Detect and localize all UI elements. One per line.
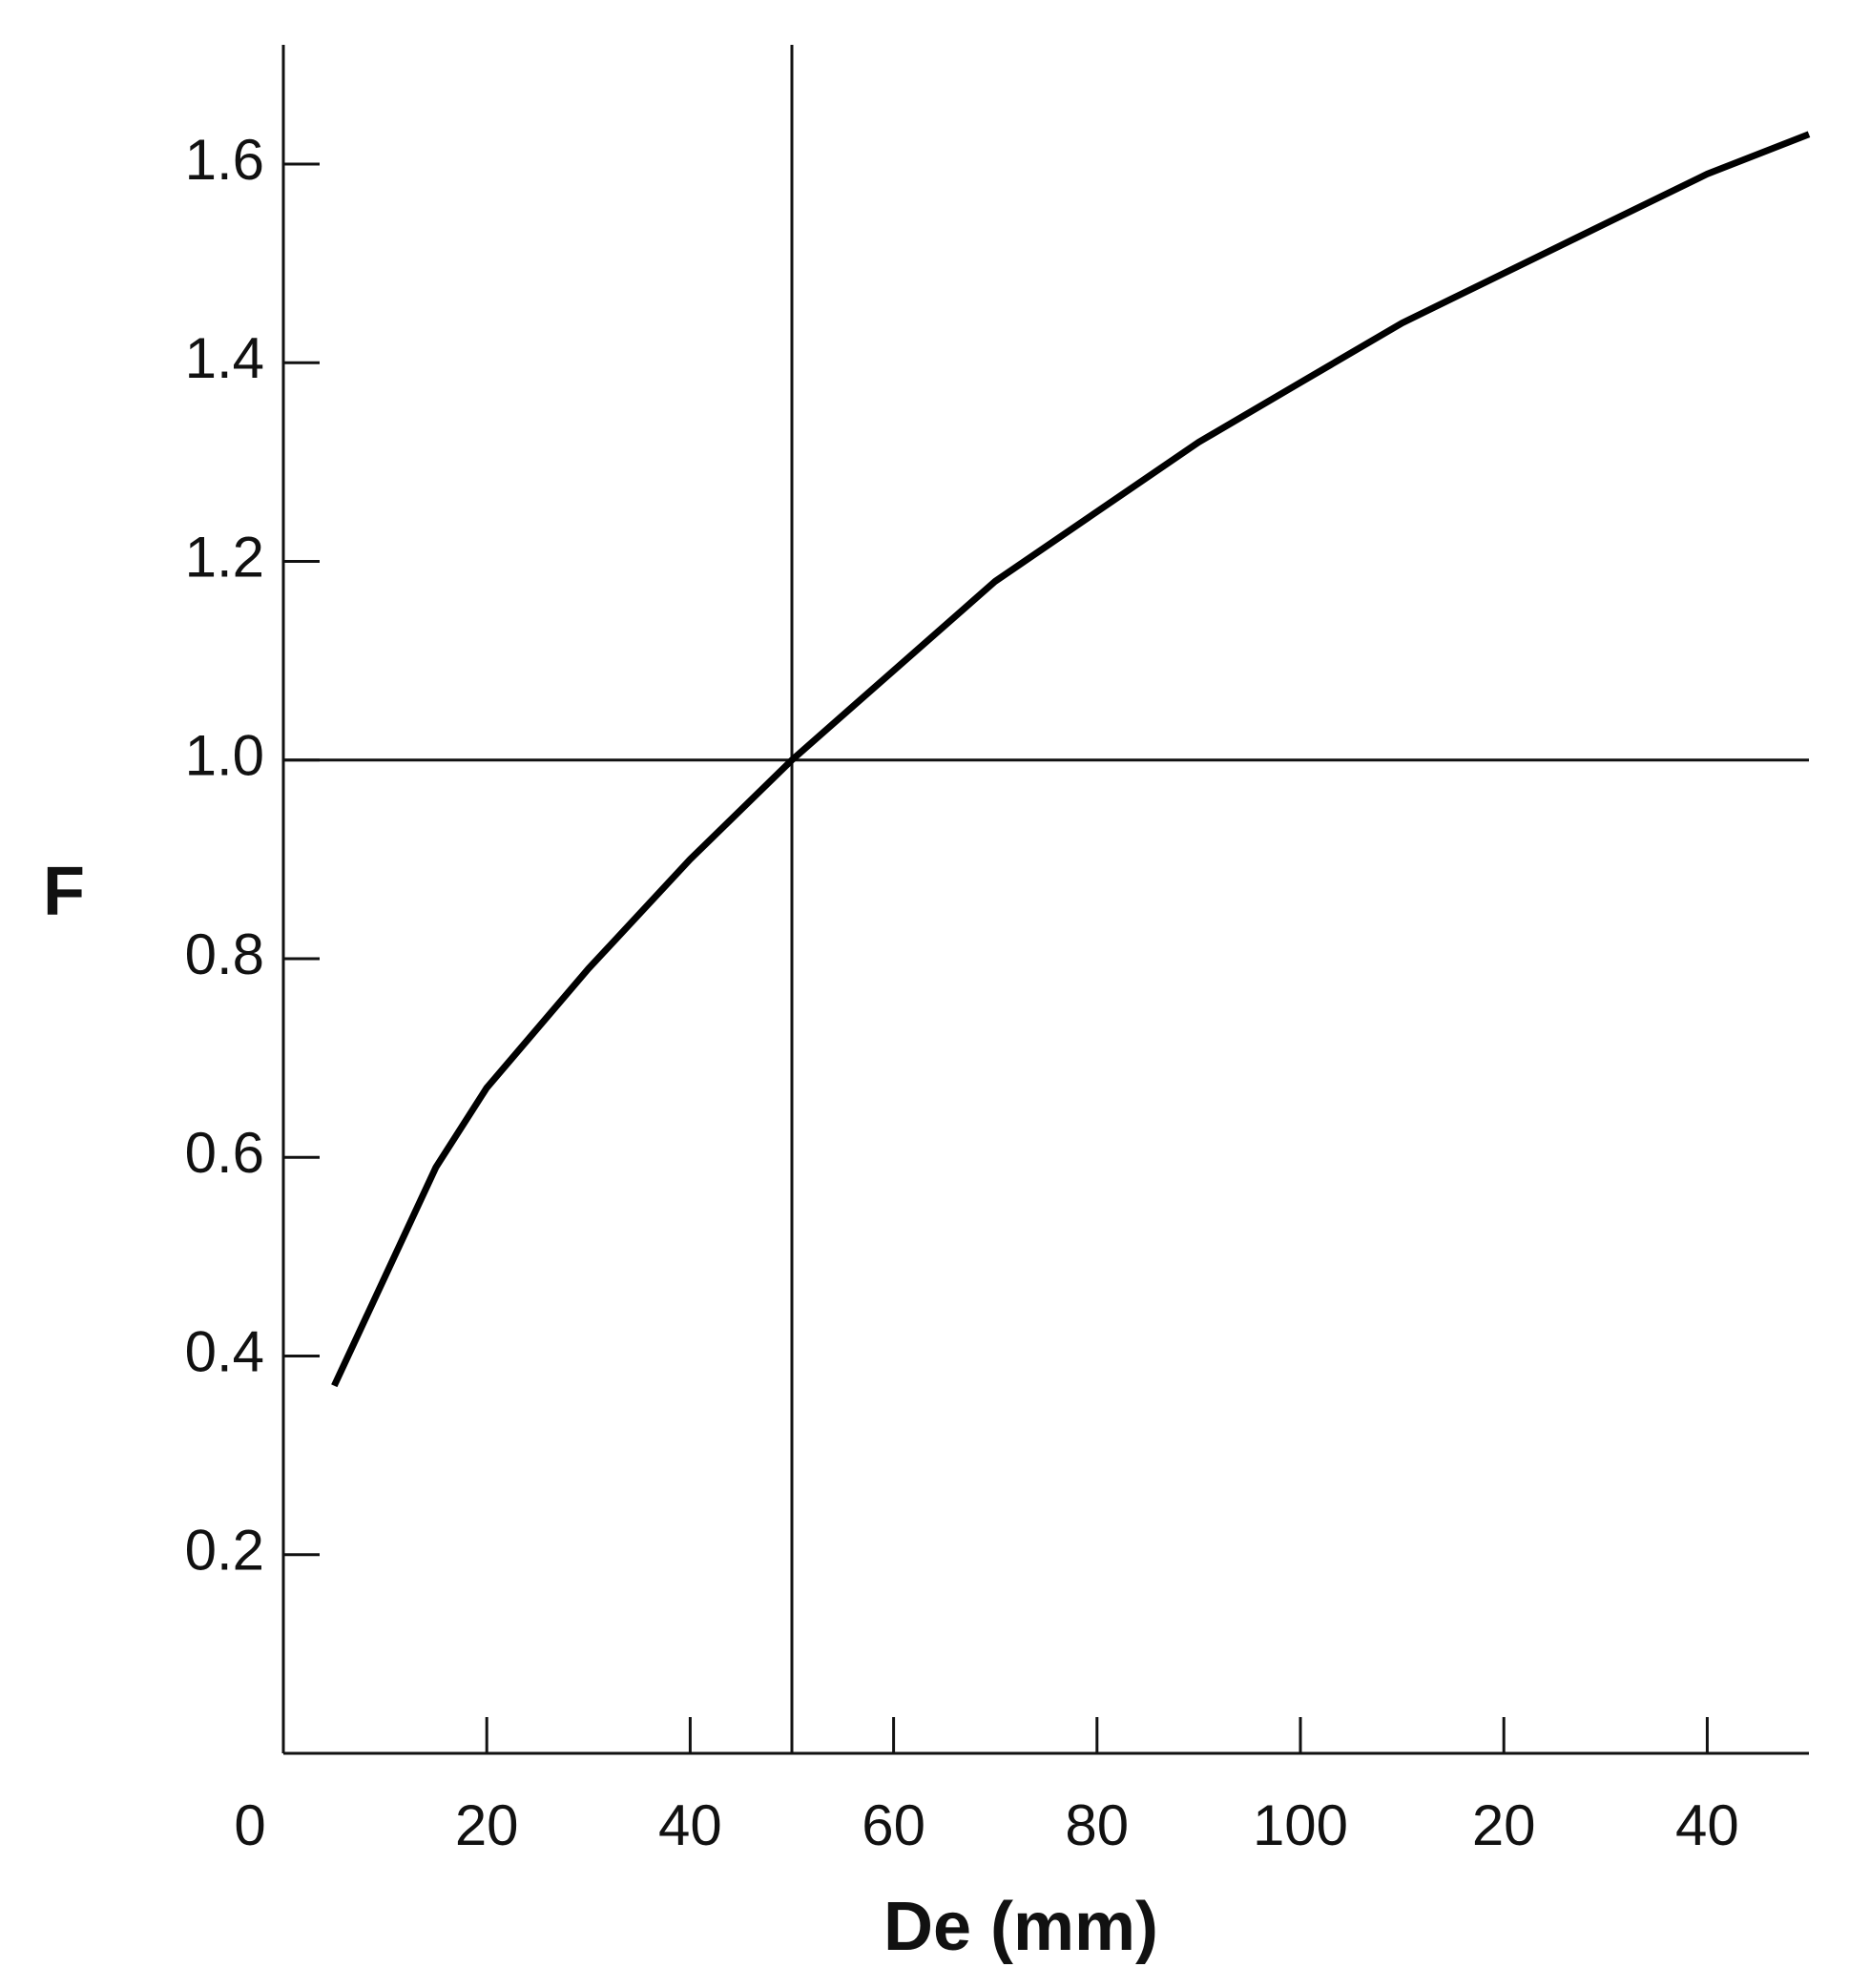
y-tick-label: 0.6 (185, 1121, 264, 1185)
y-tick-label: 1.2 (185, 525, 264, 589)
curve (331, 131, 1811, 1388)
y-tick-label: 0.2 (185, 1519, 264, 1583)
x-axis-title: De (mm) (883, 1889, 1158, 1965)
x-tick-label: 40 (658, 1793, 722, 1857)
x-tick-label: 20 (1472, 1793, 1536, 1857)
x-tick-label: 20 (455, 1793, 519, 1857)
y-tick-label: 1.4 (185, 326, 264, 390)
y-tick-label: 0.4 (185, 1319, 264, 1383)
x-tick-label: 40 (1675, 1793, 1739, 1857)
x-tick-label: 80 (1065, 1793, 1129, 1857)
y-axis-title: F (43, 854, 85, 930)
y-tick-label: 0.8 (185, 922, 264, 986)
y-tick-label: 1.0 (185, 724, 264, 788)
y-tick-label: 1.6 (185, 128, 264, 192)
x-tick-label: 0 (234, 1793, 265, 1857)
x-tick-label: 60 (862, 1793, 925, 1857)
x-tick-label: 100 (1253, 1793, 1348, 1857)
